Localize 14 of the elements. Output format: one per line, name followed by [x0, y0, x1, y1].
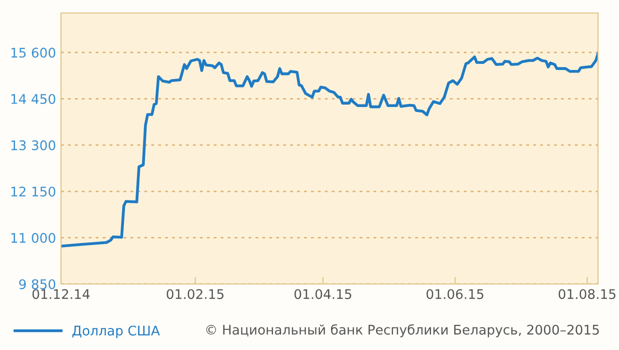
x-tick-label: 01.04.15: [294, 289, 352, 300]
y-tick-label: 13 300: [11, 140, 56, 150]
x-tick-label: 01.06.15: [426, 289, 484, 300]
x-tick-label: 01.08.15: [558, 289, 616, 300]
legend-label: Доллар США: [72, 326, 160, 338]
x-tick-label: 01.12.14: [32, 289, 90, 300]
y-tick-label: 14 450: [11, 94, 56, 104]
y-tick-label: 11 000: [11, 232, 56, 243]
y-tick-label: 9 850: [19, 279, 56, 290]
line-series: [61, 52, 598, 248]
y-tick-label: 12 150: [11, 186, 56, 197]
x-tick-label: 01.02.15: [166, 289, 224, 300]
text: © Национальный банк Республики Беларусь, 2000–2015: [206, 324, 599, 338]
y-tick-label: 15 600: [11, 48, 56, 58]
